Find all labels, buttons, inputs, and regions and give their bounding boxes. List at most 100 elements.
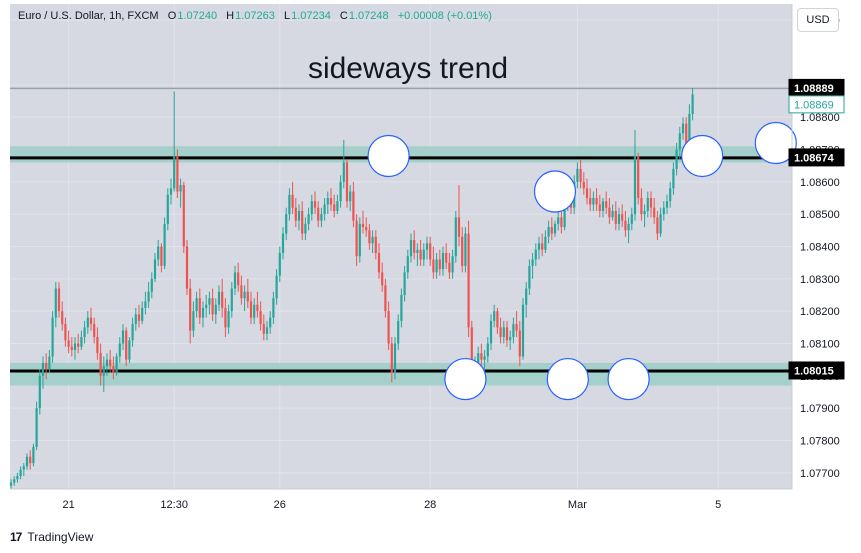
candle-body — [22, 466, 25, 470]
candle-body — [662, 207, 665, 215]
candle-body — [115, 356, 118, 373]
candle-body — [304, 223, 307, 234]
candle-body — [518, 330, 521, 357]
candle-body — [368, 230, 371, 244]
candle-body — [365, 227, 368, 231]
candle-body — [525, 288, 528, 305]
candle-body — [406, 256, 409, 273]
candle-body — [605, 201, 608, 208]
y-tick-label: 1.08800 — [800, 112, 840, 124]
sr-zone — [10, 362, 792, 386]
y-tick-label: 1.08100 — [800, 339, 840, 351]
candle-body — [672, 168, 675, 189]
candle-body — [531, 259, 534, 266]
candle-body — [592, 198, 595, 205]
tradingview-branding: 17 TradingView — [10, 528, 93, 546]
candle-body — [637, 155, 640, 198]
candle-body — [147, 291, 150, 302]
candle-body — [214, 304, 217, 315]
y-tick-label: 1.07700 — [800, 468, 840, 480]
candle-body — [70, 346, 73, 350]
candle-body — [333, 204, 336, 211]
candle-body — [176, 155, 179, 192]
candle-body — [323, 204, 326, 215]
candle-body — [246, 291, 249, 302]
candle-body — [544, 236, 547, 250]
x-tick-label: 28 — [424, 499, 436, 511]
candle-body — [595, 198, 598, 205]
candle-body — [265, 327, 269, 334]
x-tick-label: 26 — [274, 499, 286, 511]
candle-body — [608, 207, 611, 218]
candle-body — [51, 317, 54, 357]
close-value: 1.07248 — [348, 10, 389, 22]
candle-body — [272, 298, 275, 318]
candle-body — [253, 304, 256, 318]
candle-body — [355, 220, 358, 257]
candle-body — [89, 317, 93, 325]
candle-body — [96, 337, 99, 354]
candle-body — [441, 252, 445, 270]
symbol-name: Euro / U.S. Dollar, 1h, FXCM — [18, 10, 159, 22]
candle-body — [480, 353, 483, 360]
candle-body — [195, 298, 198, 312]
candle-body — [67, 340, 70, 347]
chart-title: sideways trend — [308, 52, 508, 85]
candle-body — [301, 210, 304, 234]
candle-body — [349, 191, 352, 202]
candle-body — [464, 233, 467, 266]
candle-body — [397, 320, 400, 344]
currency-button[interactable]: USD — [797, 8, 839, 32]
candle-body — [99, 353, 102, 376]
candle-body — [681, 123, 685, 134]
candle-body — [25, 456, 29, 467]
candle-body — [611, 210, 614, 218]
x-tick-label: Mar — [568, 499, 587, 511]
candle-body — [633, 155, 637, 215]
candle-body — [141, 307, 144, 321]
candle-body — [281, 233, 285, 253]
price-chart[interactable]: 1.077001.078001.079001.080001.081001.082… — [0, 0, 861, 520]
candle-body — [403, 272, 406, 295]
candle-body — [425, 243, 429, 250]
candle-body — [377, 252, 381, 273]
candle-body — [243, 291, 246, 299]
candle-body — [237, 272, 240, 286]
candle-body — [400, 295, 403, 321]
candle-body — [160, 246, 163, 266]
candle-body — [576, 168, 579, 182]
candle-body — [512, 324, 515, 338]
y-tick-label: 1.07900 — [800, 403, 840, 415]
candle-body — [121, 330, 125, 344]
candle-body — [297, 210, 301, 221]
candle-body — [131, 324, 134, 341]
candle-body — [521, 304, 525, 357]
candle-body — [217, 291, 221, 305]
candle-body — [342, 162, 345, 182]
candle-body — [505, 327, 509, 341]
price-label-box — [788, 361, 845, 380]
candle-body — [617, 214, 621, 224]
candle-body — [317, 207, 320, 221]
candle-body — [9, 482, 13, 486]
candle-body — [169, 188, 173, 195]
candle-body — [688, 113, 691, 150]
close-label: C — [339, 10, 348, 22]
y-tick-label: 1.08400 — [800, 242, 840, 254]
brand-name: TradingView — [27, 530, 94, 544]
candle-body — [451, 256, 454, 273]
candle-body — [45, 362, 48, 370]
candle-body — [249, 301, 253, 318]
x-tick-label: 5 — [715, 499, 721, 511]
candle-body — [278, 252, 281, 276]
candle-body — [291, 194, 294, 208]
candle-body — [563, 204, 566, 228]
candle-body — [461, 236, 464, 266]
candle-body — [621, 214, 624, 221]
candle-body — [137, 314, 141, 321]
candle-body — [205, 304, 208, 308]
candle-body — [470, 327, 473, 373]
touch-marker-circle — [754, 121, 797, 165]
candle-body — [64, 324, 67, 341]
